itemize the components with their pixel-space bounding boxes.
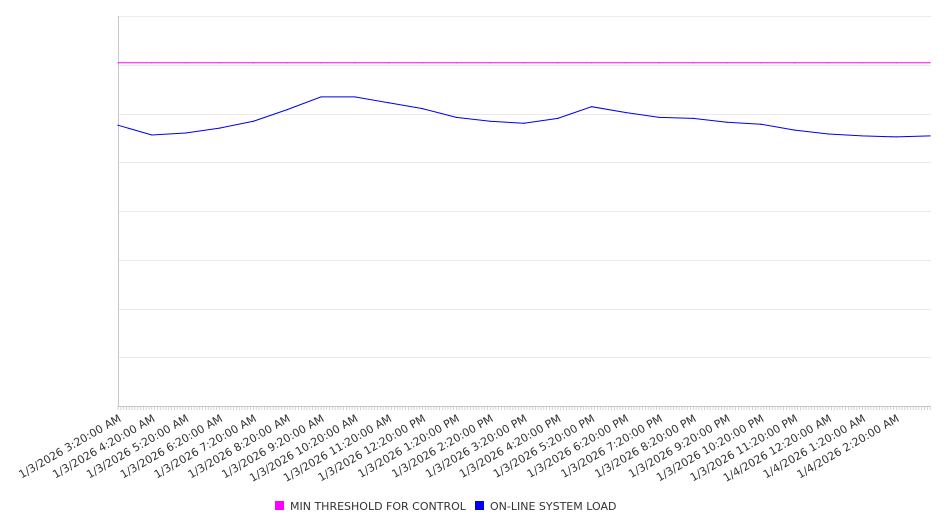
data-point bbox=[218, 127, 221, 129]
data-point bbox=[489, 120, 491, 122]
gridlines bbox=[118, 16, 931, 358]
data-point bbox=[861, 135, 863, 137]
data-point bbox=[151, 134, 153, 136]
data-point bbox=[455, 62, 457, 64]
legend-label-load: ON-LINE SYSTEM LOAD bbox=[490, 500, 616, 513]
series-line-system-load bbox=[117, 96, 931, 138]
data-point bbox=[557, 62, 559, 64]
data-point bbox=[827, 62, 830, 64]
data-point bbox=[861, 62, 863, 64]
data-point bbox=[557, 117, 559, 119]
data-point bbox=[591, 106, 593, 108]
data-point bbox=[692, 62, 694, 64]
data-point bbox=[523, 122, 525, 124]
legend-swatch-threshold bbox=[275, 501, 284, 510]
data-point bbox=[658, 116, 660, 118]
data-point bbox=[591, 62, 593, 64]
data-point bbox=[151, 62, 153, 64]
data-point bbox=[523, 62, 525, 64]
data-point bbox=[421, 108, 424, 110]
data-point bbox=[252, 62, 254, 64]
data-point bbox=[895, 62, 897, 64]
data-point bbox=[827, 133, 830, 135]
x-tick-labels: 1/3/2026 3:20:00 AM1/3/2026 4:20:00 AM1/… bbox=[17, 412, 902, 485]
data-point bbox=[354, 96, 356, 98]
data-point bbox=[489, 62, 491, 64]
data-point bbox=[726, 62, 728, 64]
data-point bbox=[692, 117, 694, 119]
data-point bbox=[117, 124, 119, 126]
legend-swatch-load bbox=[475, 501, 484, 510]
data-point bbox=[185, 62, 187, 64]
data-point bbox=[624, 111, 627, 114]
data-point bbox=[252, 120, 254, 122]
data-point bbox=[286, 109, 288, 111]
data-point bbox=[624, 62, 627, 64]
data-point bbox=[421, 62, 424, 64]
data-point bbox=[354, 62, 356, 64]
data-point bbox=[320, 96, 322, 98]
data-point bbox=[455, 116, 457, 118]
data-point bbox=[760, 62, 762, 64]
data-point bbox=[794, 129, 796, 131]
data-point bbox=[726, 121, 728, 123]
legend: MIN THRESHOLD FOR CONTROL ON-LINE SYSTEM… bbox=[275, 500, 616, 513]
data-point bbox=[760, 123, 762, 125]
data-point bbox=[929, 62, 931, 64]
data-point bbox=[388, 102, 390, 104]
data-point bbox=[658, 62, 660, 64]
data-point bbox=[218, 62, 221, 64]
data-point bbox=[185, 132, 187, 134]
legend-label-threshold: MIN THRESHOLD FOR CONTROL bbox=[290, 500, 467, 513]
data-point bbox=[388, 62, 390, 64]
data-point bbox=[895, 136, 897, 138]
data-point bbox=[794, 62, 796, 64]
data-point bbox=[320, 62, 322, 64]
x-minor-ticks bbox=[117, 406, 931, 410]
data-point bbox=[929, 135, 931, 137]
data-point bbox=[286, 62, 288, 64]
data-point bbox=[117, 62, 119, 64]
